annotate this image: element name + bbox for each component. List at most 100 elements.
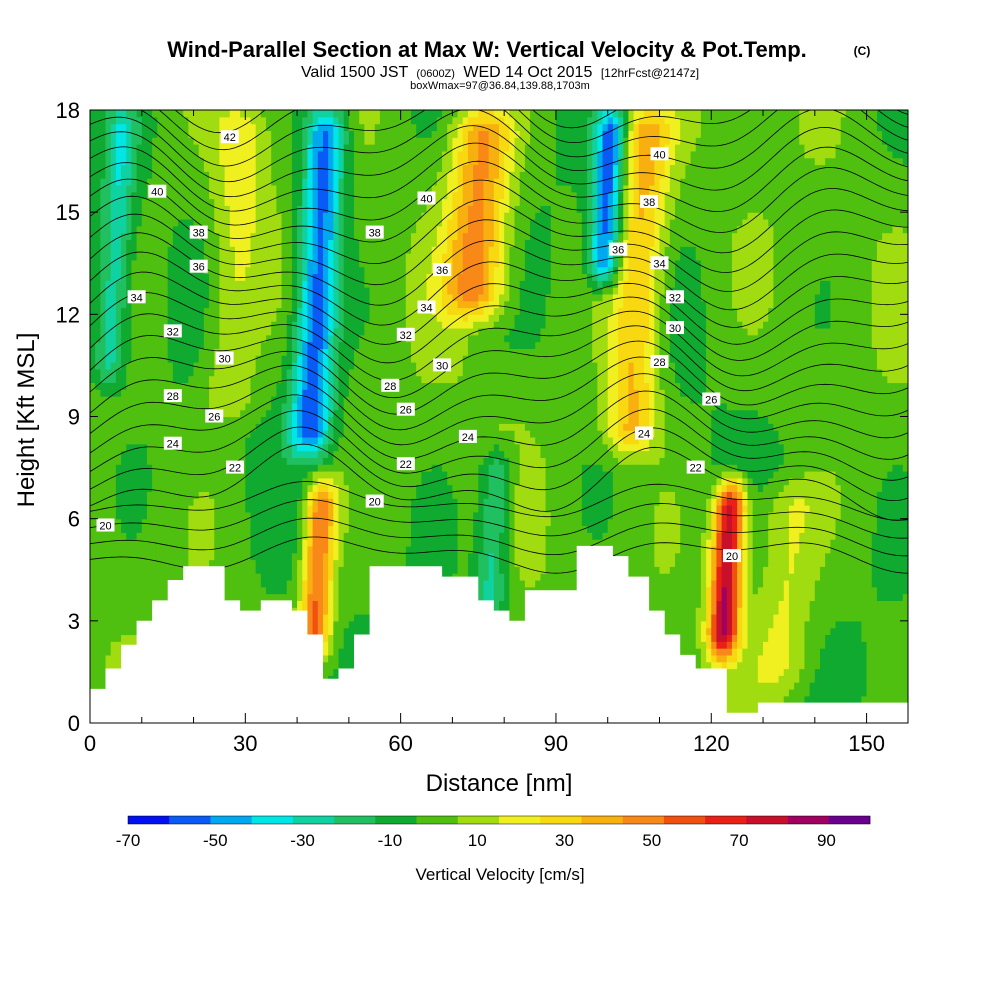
w-cell: [162, 368, 169, 377]
w-cell: [178, 559, 184, 567]
w-cell: [141, 198, 148, 206]
w-cell: [188, 130, 195, 138]
w-cell: [343, 518, 350, 527]
w-cell: [271, 327, 277, 336]
w-cell: [359, 518, 365, 527]
w-cell: [100, 552, 107, 561]
w-cell: [333, 668, 340, 676]
w-cell: [348, 579, 355, 588]
w-cell: [369, 246, 376, 254]
w-cell: [198, 518, 205, 527]
w-cell: [276, 470, 283, 479]
w-cell: [250, 348, 257, 356]
w-cell: [90, 164, 96, 172]
w-cell: [167, 307, 174, 315]
w-cell: [121, 191, 127, 200]
w-cell: [281, 559, 288, 567]
w-cell: [110, 287, 117, 295]
w-cell: [338, 239, 345, 247]
w-cell: [297, 511, 303, 520]
w-cell: [224, 443, 231, 452]
w-cell: [286, 259, 293, 268]
w-cell: [90, 293, 96, 302]
w-cell: [250, 110, 257, 118]
w-cell: [193, 402, 200, 411]
w-cell: [307, 518, 314, 527]
w-cell: [307, 539, 314, 547]
w-cell: [338, 293, 345, 302]
w-cell: [131, 300, 138, 309]
w-cell: [152, 212, 158, 220]
w-cell: [90, 191, 96, 200]
w-cell: [198, 171, 205, 179]
w-cell: [333, 539, 340, 547]
w-cell: [312, 525, 319, 533]
w-cell: [100, 627, 107, 636]
w-cell: [167, 532, 174, 540]
w-cell: [281, 566, 288, 574]
w-cell: [286, 171, 293, 179]
w-cell: [354, 287, 360, 295]
w-cell: [359, 614, 365, 622]
w-cell: [271, 525, 277, 533]
w-cell: [105, 539, 112, 547]
w-cell: [105, 259, 112, 268]
w-cell: [214, 518, 221, 527]
w-cell: [359, 620, 365, 629]
w-cell: [136, 477, 143, 486]
w-cell: [162, 457, 169, 465]
w-cell: [105, 505, 112, 513]
w-cell: [333, 218, 340, 227]
w-cell: [359, 178, 365, 186]
w-cell: [126, 464, 133, 472]
w-cell: [307, 409, 314, 418]
w-cell: [333, 600, 340, 608]
w-cell: [307, 443, 314, 452]
w-cell: [136, 184, 143, 193]
w-cell: [322, 552, 329, 561]
w-cell: [100, 539, 107, 547]
w-cell: [348, 280, 355, 288]
w-cell: [157, 198, 164, 206]
w-cell: [328, 287, 334, 295]
w-cell: [266, 573, 272, 581]
w-cell: [245, 375, 252, 384]
w-cell: [354, 362, 360, 370]
w-cell: [209, 539, 215, 547]
w-cell: [250, 573, 257, 581]
w-cell: [167, 368, 174, 377]
w-cell: [338, 389, 345, 397]
w-cell: [209, 389, 215, 397]
w-cell: [266, 436, 272, 445]
w-cell: [234, 327, 241, 336]
w-cell: [214, 464, 221, 472]
w-cell: [359, 539, 365, 547]
w-cell: [266, 505, 272, 513]
w-cell: [146, 457, 153, 465]
w-cell: [110, 661, 117, 670]
w-cell: [276, 389, 283, 397]
w-cell: [250, 450, 257, 458]
w-cell: [343, 116, 350, 125]
w-cell: [152, 110, 158, 118]
w-cell: [348, 137, 355, 145]
w-cell: [276, 300, 283, 309]
w-cell: [369, 116, 376, 125]
w-cell: [369, 110, 376, 118]
w-cell: [229, 334, 236, 343]
w-cell: [110, 348, 117, 356]
w-cell: [364, 130, 371, 138]
w-cell: [146, 348, 153, 356]
w-cell: [136, 178, 143, 186]
w-cell: [266, 218, 272, 227]
w-cell: [297, 273, 303, 281]
w-cell: [203, 559, 210, 567]
w-cell: [328, 511, 334, 520]
w-cell: [105, 423, 112, 431]
w-cell: [302, 436, 309, 445]
w-cell: [354, 184, 360, 193]
w-cell: [136, 321, 143, 329]
w-cell: [188, 396, 195, 404]
w-cell: [312, 164, 319, 172]
w-cell: [95, 362, 101, 370]
